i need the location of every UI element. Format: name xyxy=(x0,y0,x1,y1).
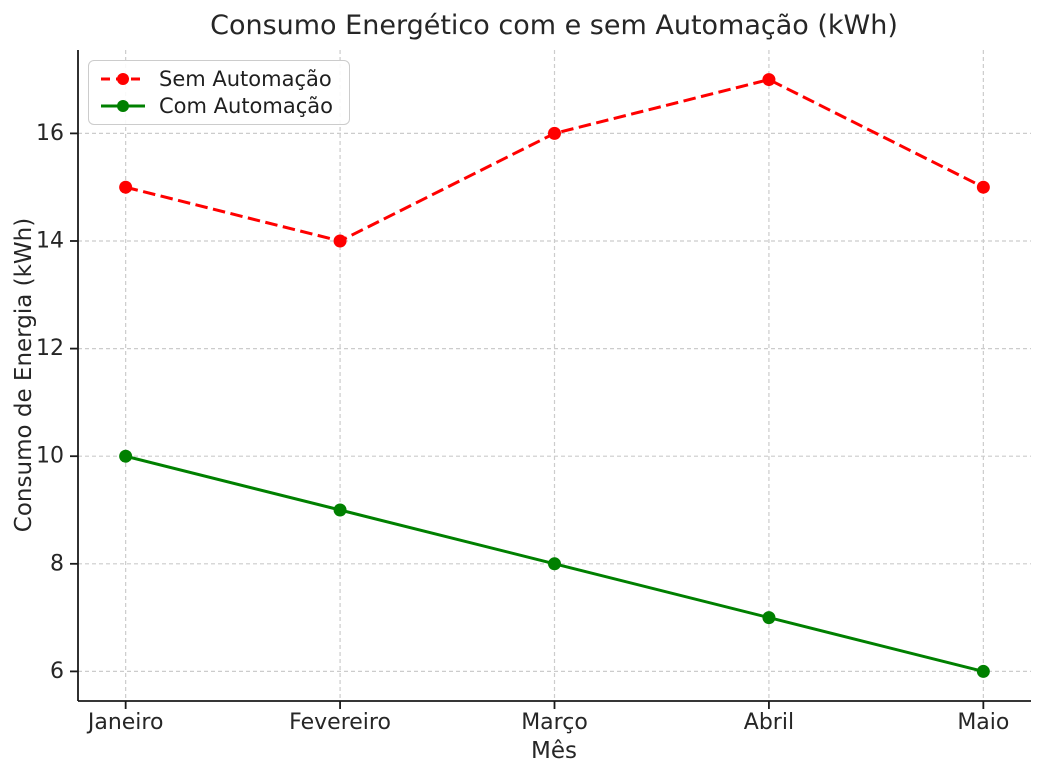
legend: Sem Automação Com Automação xyxy=(88,60,350,125)
y-tick-label: 12 xyxy=(36,336,64,361)
x-tick-label: Abril xyxy=(744,710,794,735)
data-point-com-automa-o xyxy=(119,449,133,463)
data-point-sem-automa-o xyxy=(548,126,561,140)
data-point-sem-automa-o xyxy=(976,180,990,194)
legend-solid-line-icon xyxy=(101,100,145,112)
y-tick-label: 14 xyxy=(36,228,64,253)
legend-label-com-automacao: Com Automação xyxy=(159,94,333,118)
chart-title: Consumo Energético com e sem Automação (… xyxy=(210,10,898,41)
grid-layer xyxy=(78,50,1031,701)
legend-dashed-line-icon xyxy=(101,73,145,85)
data-point-sem-automa-o xyxy=(333,234,347,248)
legend-item-com-automacao: Com Automação xyxy=(99,94,333,118)
x-tick-label: Maio xyxy=(957,710,1009,735)
x-tick-label: Janeiro xyxy=(86,710,164,735)
series-layer xyxy=(119,73,990,678)
y-axis-label: Consumo de Energia (kWh) xyxy=(11,218,37,532)
data-point-sem-automa-o xyxy=(119,180,133,194)
data-point-sem-automa-o xyxy=(762,73,776,87)
data-point-com-automa-o xyxy=(762,611,776,625)
data-point-com-automa-o xyxy=(548,557,561,571)
legend-label-sem-automacao: Sem Automação xyxy=(159,67,332,91)
y-tick-label: 8 xyxy=(50,551,64,576)
y-tick-label: 10 xyxy=(36,444,64,469)
x-tick-label: Fevereiro xyxy=(289,710,391,735)
x-tick-label: Março xyxy=(521,710,588,735)
y-tick-label: 6 xyxy=(50,659,64,684)
legend-item-sem-automacao: Sem Automação xyxy=(99,67,333,91)
y-tick-label: 16 xyxy=(36,121,64,146)
data-point-com-automa-o xyxy=(976,664,990,678)
axis-layer: Janeiro Fevereiro Março Abril Maio 6 8 10 12 14 16 xyxy=(36,50,1031,735)
data-point-com-automa-o xyxy=(333,503,347,517)
x-axis-label: Mês xyxy=(531,738,577,764)
